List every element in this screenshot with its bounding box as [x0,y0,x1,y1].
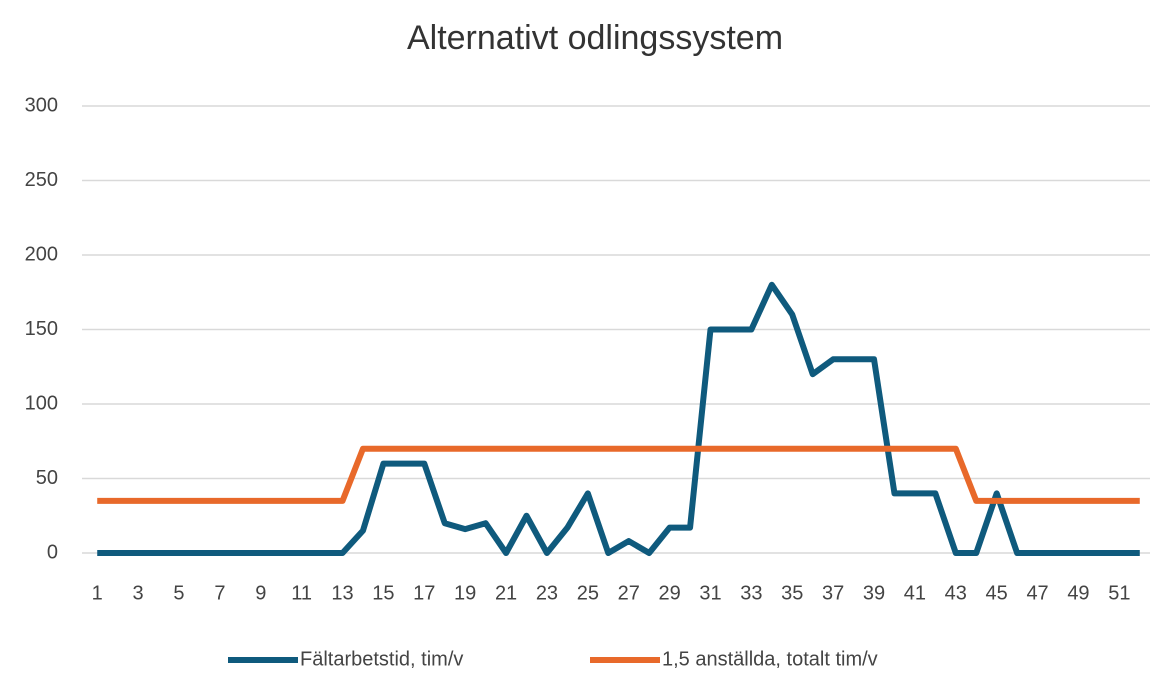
x-tick-label: 31 [699,582,721,604]
x-tick-label: 11 [291,582,312,604]
x-tick-label: 5 [173,582,184,604]
x-tick-label: 51 [1108,582,1130,604]
x-tick-label: 25 [577,582,599,604]
x-tick-label: 1 [92,582,103,604]
x-tick-label: 41 [904,582,926,604]
y-tick-label: 0 [47,541,58,563]
x-tick-label: 29 [658,582,680,604]
x-tick-label: 39 [863,582,885,604]
x-tick-label: 21 [495,582,517,604]
chart-title: Alternativt odlingssystem [407,19,783,57]
x-tick-label: 37 [822,582,844,604]
x-tick-label: 19 [454,582,476,604]
x-tick-label: 47 [1026,582,1048,604]
series-line [97,445,1140,504]
y-tick-label: 200 [25,243,58,265]
x-tick-label: 9 [255,582,266,604]
x-tick-label: 3 [133,582,144,604]
legend-label: Fältarbetstid, tim/v [300,648,463,670]
x-tick-label: 49 [1067,582,1089,604]
x-tick-label: 35 [781,582,803,604]
y-tick-label: 150 [25,318,58,340]
y-tick-label: 250 [25,169,58,191]
x-tick-label: 27 [618,582,640,604]
x-tick-label: 17 [413,582,435,604]
x-tick-label: 43 [945,582,967,604]
x-tick-label: 7 [214,582,225,604]
x-tick-label: 23 [536,582,558,604]
x-tick-label: 15 [372,582,394,604]
x-tick-label: 13 [331,582,353,604]
series-line [97,281,1140,556]
y-tick-label: 50 [36,467,58,489]
x-tick-label: 33 [740,582,762,604]
x-tick-label: 45 [986,582,1008,604]
legend-label: 1,5 anställda, totalt tim/v [662,648,878,670]
y-tick-label: 300 [25,94,58,116]
y-tick-label: 100 [25,392,58,414]
